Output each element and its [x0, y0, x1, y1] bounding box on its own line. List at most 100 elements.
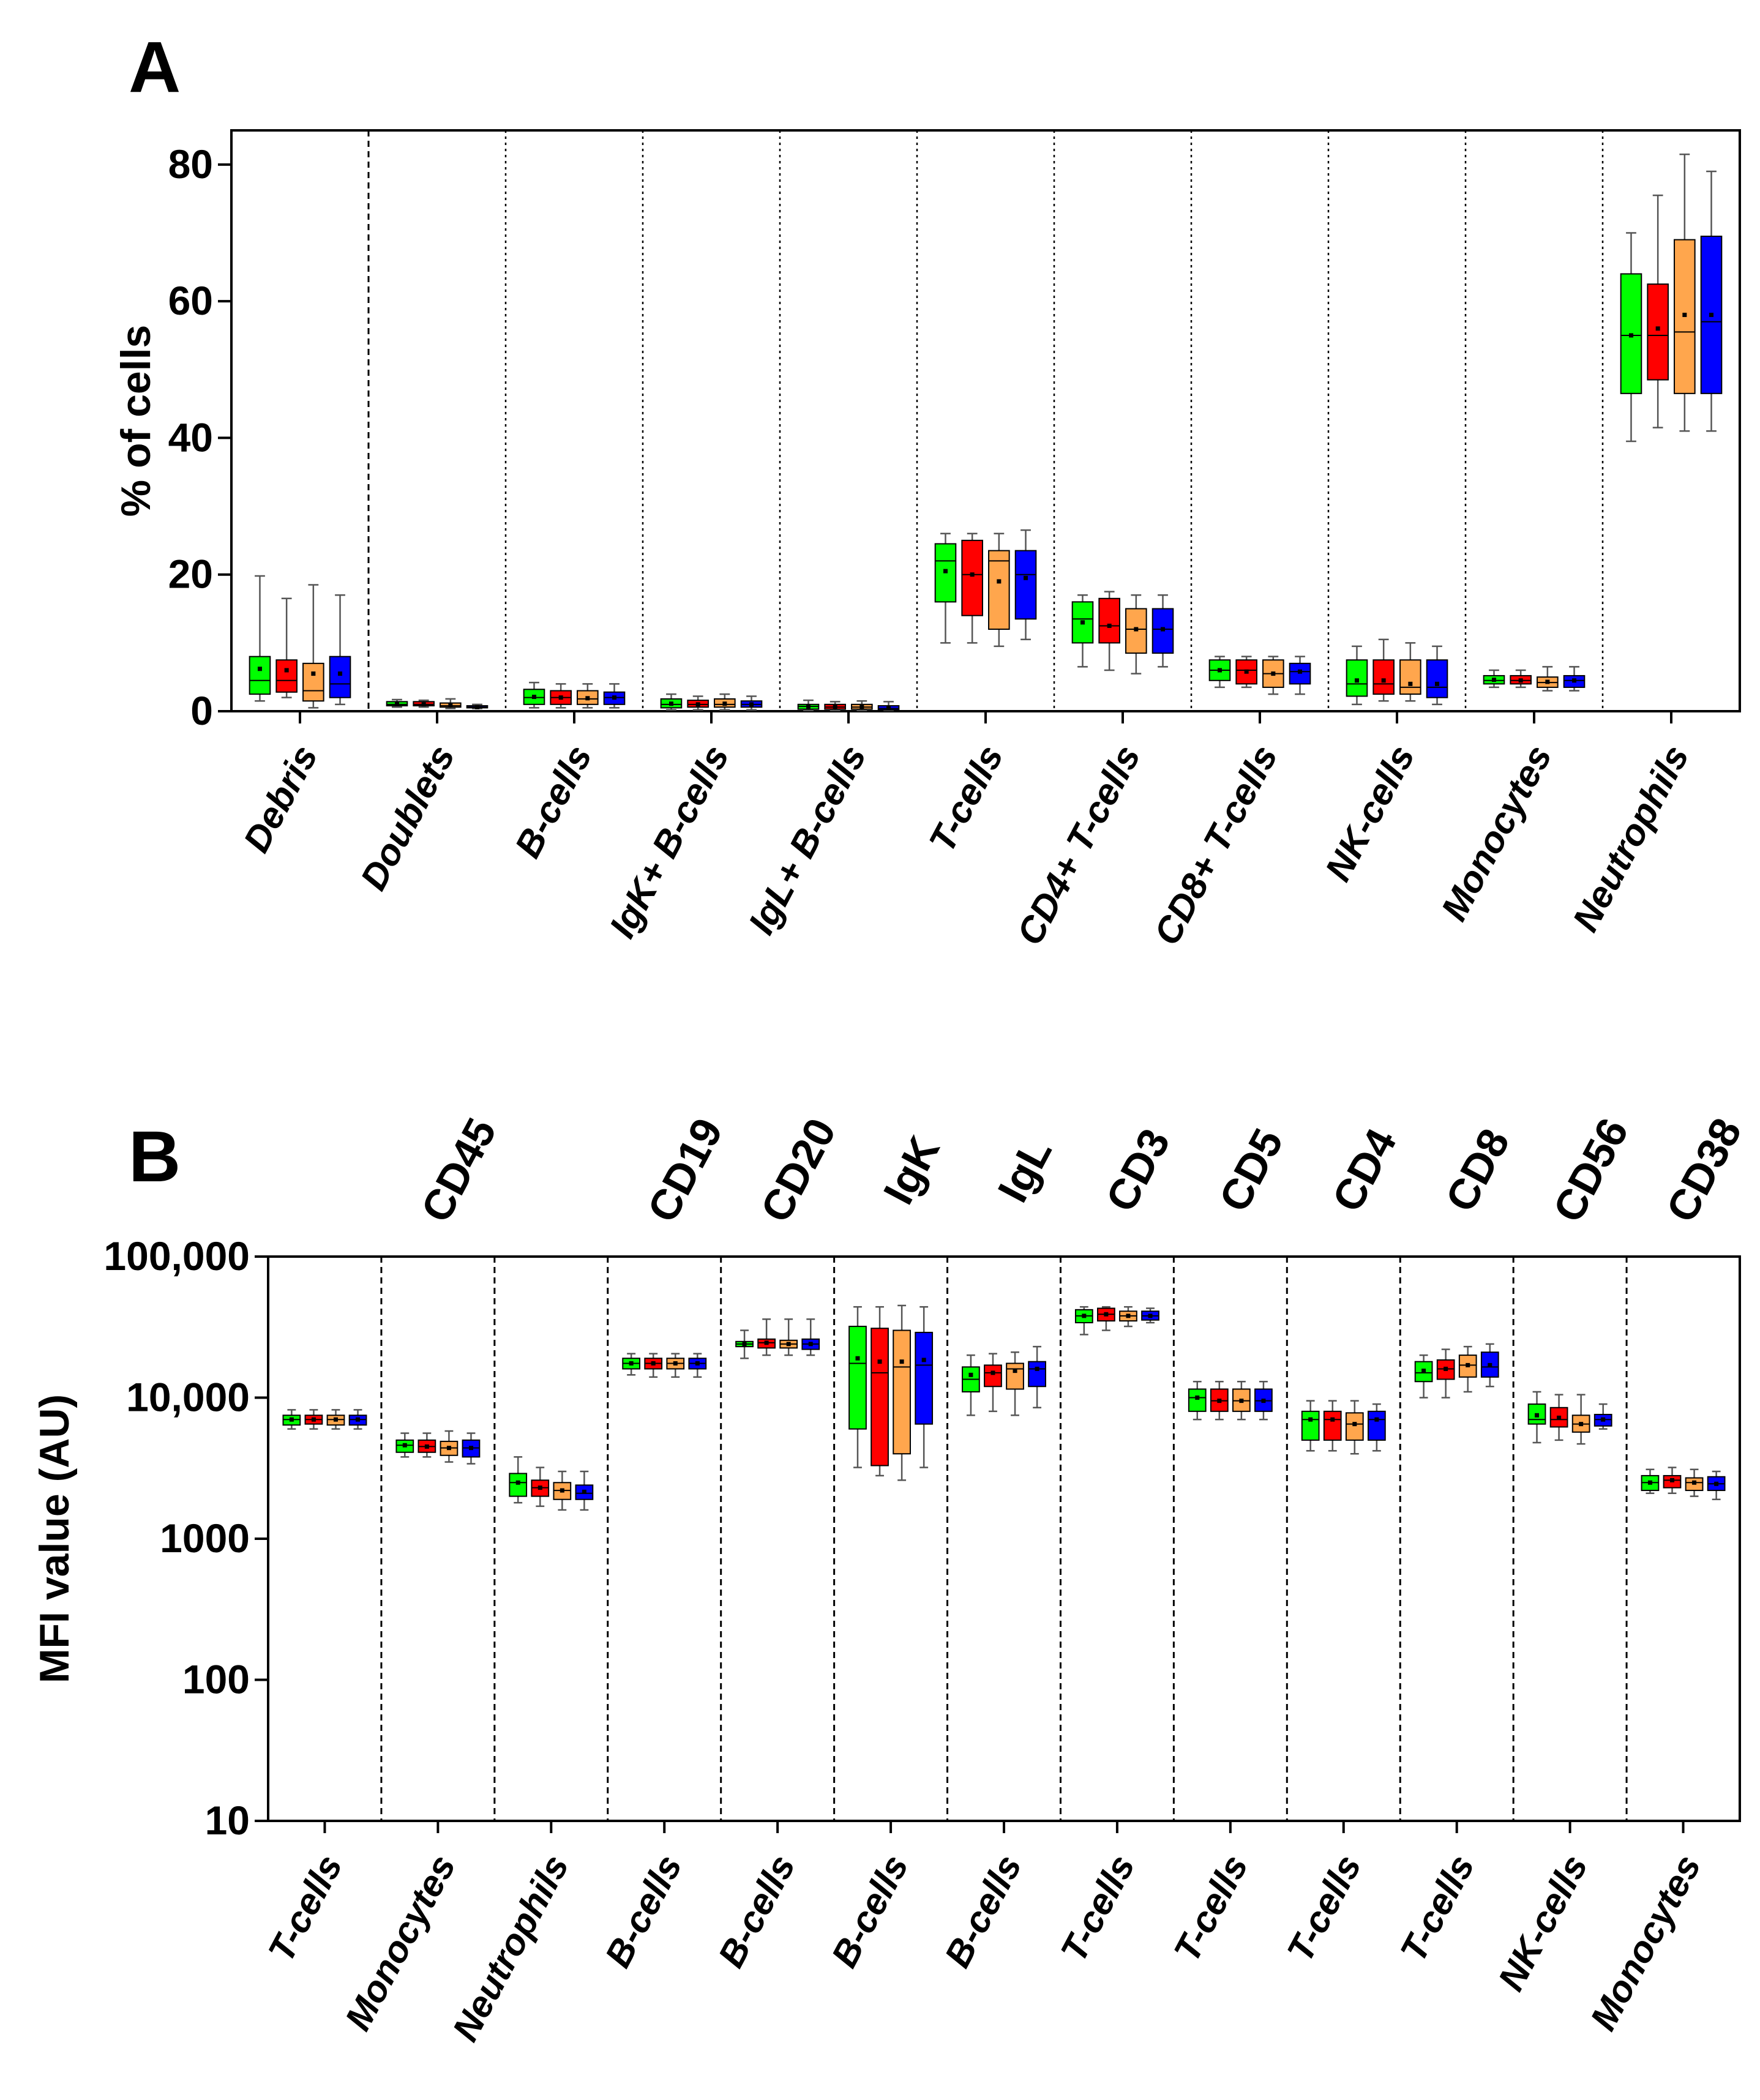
box-3 [988, 550, 1010, 630]
mean-marker [1035, 1366, 1039, 1371]
mean-marker [1239, 1399, 1244, 1403]
mean-marker [1535, 1413, 1540, 1418]
mean-marker [855, 1356, 860, 1361]
x-tick-label: NK-cells [1490, 1848, 1595, 1997]
box-1 [509, 1473, 528, 1497]
mean-marker [968, 1372, 973, 1377]
mean-marker [877, 1359, 882, 1364]
x-tick-label: Neutrophils [1565, 739, 1697, 938]
mean-marker [394, 701, 399, 706]
mean-marker [1195, 1396, 1200, 1400]
mean-marker [943, 569, 948, 574]
mean-marker [1709, 312, 1714, 317]
mean-marker [886, 705, 891, 710]
box-4 [1014, 550, 1037, 620]
mean-marker [1444, 1366, 1448, 1371]
mean-marker [1647, 1480, 1652, 1485]
mean-marker [585, 696, 590, 701]
mean-marker [742, 1342, 747, 1347]
mean-marker [749, 702, 754, 707]
box-2 [1098, 597, 1120, 644]
box-4 [1367, 1410, 1386, 1441]
x-tick-label: T-cells [1279, 1848, 1369, 1968]
y-tick-label: 1000 [160, 1515, 250, 1561]
mean-marker [1161, 627, 1166, 632]
mean-marker [356, 1417, 361, 1422]
x-tick-label: Neutrophils [444, 1848, 577, 2048]
x-tick-label: Debris [236, 739, 326, 859]
mean-marker [1148, 1313, 1153, 1318]
mean-marker [1217, 1399, 1222, 1403]
box-3 [302, 662, 324, 702]
y-tick-label: 20 [168, 551, 213, 597]
box-2 [1647, 283, 1669, 381]
x-tick-label: Monocytes [1582, 1848, 1709, 2037]
mean-marker [289, 1417, 294, 1422]
y-tick-label: 100 [182, 1657, 250, 1702]
x-tick-label: B-cells [597, 1848, 690, 1974]
mean-marker [1082, 1313, 1087, 1318]
mean-marker [1354, 678, 1359, 683]
mean-marker [1080, 620, 1085, 625]
marker-label: CD20 [752, 1110, 845, 1230]
mean-marker [1579, 1422, 1584, 1427]
mean-marker [284, 668, 289, 673]
mean-marker [1714, 1481, 1719, 1486]
y-tick-label: 40 [168, 414, 213, 460]
mean-marker [1692, 1480, 1697, 1485]
mean-marker [1271, 671, 1276, 676]
mean-marker [786, 1342, 791, 1347]
mean-marker [859, 704, 864, 709]
y-tick-label: 10,000 [126, 1375, 250, 1420]
mean-marker [558, 695, 563, 700]
y-tick-label: 10 [205, 1798, 250, 1843]
marker-label: CD8 [1436, 1121, 1519, 1219]
box-2 [1323, 1410, 1342, 1441]
mean-marker [582, 1489, 586, 1494]
box-2 [871, 1328, 889, 1467]
mean-marker [1024, 575, 1028, 580]
mean-marker [806, 704, 811, 709]
mean-marker [448, 703, 453, 708]
mean-marker [1488, 1362, 1492, 1367]
panel-b-chart: 10 100 1000 10,000 100,000 MFI value (AU) T-ce… [31, 1110, 1751, 2047]
x-tick-label: NK-cells [1317, 739, 1423, 887]
marker-label: CD38 [1657, 1110, 1751, 1230]
box-2 [1372, 659, 1395, 695]
x-tick-label: CD4+ T-cells [1009, 739, 1148, 952]
mean-marker [1330, 1417, 1335, 1422]
mean-marker [1381, 678, 1386, 683]
mean-marker [515, 1480, 520, 1485]
mean-marker [1628, 333, 1633, 338]
x-tick-label: Monocytes [337, 1848, 463, 2037]
mean-marker [1421, 1369, 1426, 1373]
y-axis-label: MFI value (AU) [31, 1394, 78, 1683]
mean-marker [475, 704, 480, 709]
mean-marker [1298, 669, 1303, 674]
x-tick-label: T-cells [1392, 1848, 1482, 1968]
box-1 [249, 656, 271, 695]
mean-marker [899, 1359, 904, 1364]
mean-marker [1126, 1313, 1131, 1318]
mean-marker [1491, 678, 1496, 682]
mean-marker [612, 695, 617, 700]
x-tick-label: B-cells [937, 1848, 1030, 1974]
y-axis-label: % of cells [113, 325, 159, 517]
x-tick-label: IgK+ B-cells [601, 739, 736, 944]
box-1 [1301, 1410, 1320, 1441]
mean-marker [1435, 681, 1440, 686]
box-4 [915, 1331, 934, 1425]
box-4 [1028, 1361, 1046, 1388]
mean-marker [1408, 681, 1413, 686]
mean-marker [1013, 1369, 1017, 1373]
x-tick-label: IgL+ B-cells [740, 739, 874, 941]
x-tick-label: B-cells [507, 739, 600, 864]
mean-marker [970, 572, 975, 577]
panel-b-letter: B [129, 1116, 181, 1197]
mean-marker [695, 1361, 700, 1366]
x-tick-label: T-cells [1053, 1848, 1143, 1968]
mean-marker [537, 1485, 542, 1490]
box-4 [329, 656, 351, 698]
x-tick-label: B-cells [823, 1848, 916, 1974]
